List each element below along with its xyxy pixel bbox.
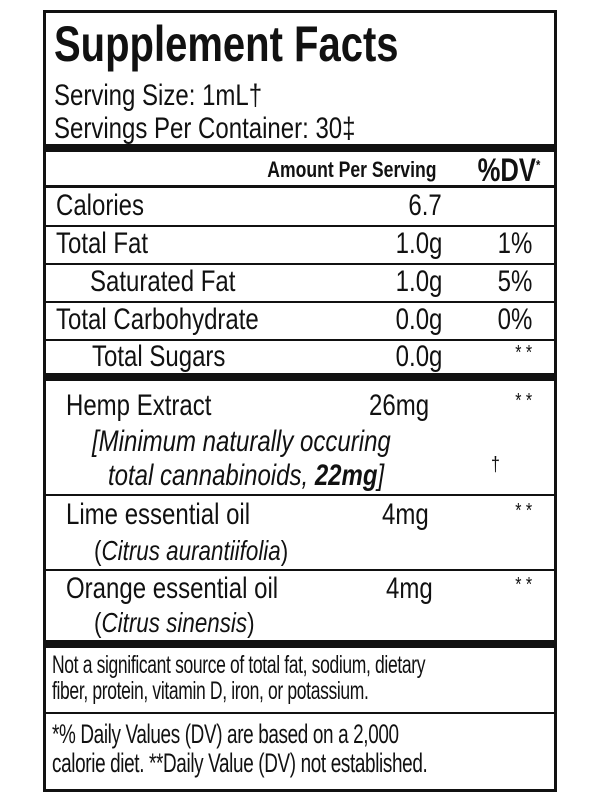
nutrient-dv: * * xyxy=(515,342,532,364)
nutrient-amount: 1.0g xyxy=(395,265,442,298)
ingredient-amount: 4mg xyxy=(386,572,433,605)
divider xyxy=(46,225,554,227)
divider-thick xyxy=(46,144,554,152)
nutrient-name: Saturated Fat xyxy=(90,265,236,298)
ingredient-amount: 26mg xyxy=(369,389,430,422)
ingredient-name: Hemp Extract xyxy=(66,389,212,422)
divider xyxy=(46,185,554,188)
ingredient-name: Lime essential oil xyxy=(66,498,251,531)
nutrient-name: Total Carbohydrate xyxy=(56,303,259,336)
ingredient-dv: * * xyxy=(515,500,532,522)
dv-mark: * xyxy=(535,156,540,173)
ingredient-amount: 4mg xyxy=(382,498,429,531)
divider xyxy=(46,339,554,341)
nutrient-amount: 0.0g xyxy=(395,303,442,336)
divider xyxy=(46,263,554,265)
dv-header: %DV* xyxy=(477,154,540,186)
serving-size: Serving Size: 1mL† xyxy=(54,79,263,112)
footnote-line: calorie diet. **Daily Value (DV) not est… xyxy=(52,748,428,778)
nutrient-name: Calories xyxy=(56,189,145,222)
panel-title: Supplement Facts xyxy=(54,16,399,72)
nutrient-dv: 1% xyxy=(497,227,532,260)
note-mark: † xyxy=(491,454,500,476)
footnote-line: *% Daily Values (DV) are based on a 2,00… xyxy=(52,719,399,749)
ingredient-dv: * * xyxy=(515,390,532,412)
note-text: total cannabinoids, xyxy=(108,459,315,492)
amount-per-serving-header: Amount Per Serving xyxy=(266,157,436,182)
nutrient-dv: 5% xyxy=(497,265,532,298)
note-text: ] xyxy=(377,459,385,492)
ingredient-latin: (Citrus aurantiifolia) xyxy=(94,535,289,566)
divider-thick xyxy=(46,373,554,381)
supplement-facts-panel: Supplement Facts Serving Size: 1mL† Serv… xyxy=(43,10,557,792)
nutrient-amount: 1.0g xyxy=(395,227,442,260)
footnote-line: fiber, protein, vitamin D, iron, or pota… xyxy=(52,677,369,705)
nutrient-amount: 0.0g xyxy=(395,340,442,373)
ingredient-latin: (Citrus sinensis) xyxy=(94,607,255,638)
ingredient-note: [Minimum naturally occuring xyxy=(92,425,391,458)
divider xyxy=(46,494,554,496)
nutrient-name: Total Fat xyxy=(56,227,149,260)
ingredient-name: Orange essential oil xyxy=(66,572,279,605)
nutrient-amount: 6.7 xyxy=(408,189,442,222)
divider xyxy=(46,569,554,571)
ingredient-dv: * * xyxy=(515,574,532,596)
footnote-line: Not a significant source of total fat, s… xyxy=(52,651,426,679)
ingredient-note: total cannabinoids, 22mg] xyxy=(108,461,384,491)
divider-thick xyxy=(46,640,554,648)
latin-name: Citrus sinensis xyxy=(101,607,248,638)
nutrient-name: Total Sugars xyxy=(92,340,226,373)
divider xyxy=(46,301,554,303)
dv-label: %DV xyxy=(477,152,536,188)
servings-per-container: Servings Per Container: 30‡ xyxy=(54,112,356,145)
latin-name: Citrus aurantiifolia xyxy=(101,535,281,566)
note-bold: 22mg xyxy=(314,459,378,492)
nutrient-dv: 0% xyxy=(497,303,532,336)
divider xyxy=(46,712,554,714)
